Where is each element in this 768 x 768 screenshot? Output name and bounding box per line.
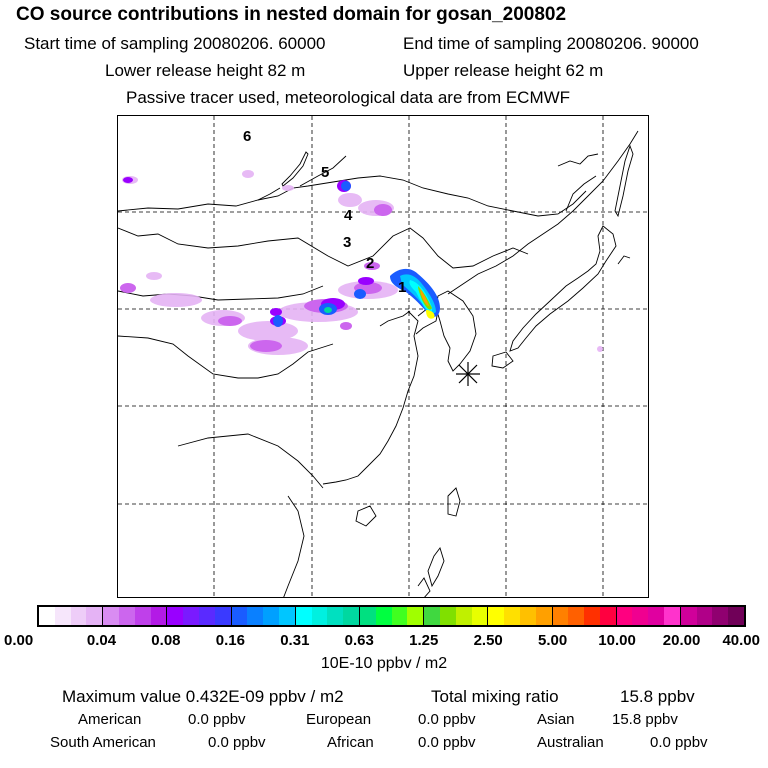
coastline-borders (118, 130, 639, 597)
colorbar-segment (54, 607, 71, 625)
colorbar-segment (247, 607, 264, 625)
colorbar-segment (455, 607, 472, 625)
colorbar-segment (648, 607, 665, 625)
colorbar-segment (407, 607, 425, 625)
concentration-plume (120, 170, 603, 355)
african-value: 0.0 ppbv (418, 734, 476, 751)
total-mixing-value: 15.8 ppbv (620, 687, 695, 706)
colorbar-segment (327, 607, 344, 625)
colorbar-segment (599, 607, 617, 625)
colorbar-segment (183, 607, 199, 625)
colorbar-tick-label: 10.00 (598, 632, 636, 649)
colorbar-segment (439, 607, 456, 625)
colorbar-tick-label: 0.04 (86, 632, 117, 649)
colorbar-segment (86, 607, 104, 625)
colorbar-segment (424, 607, 440, 625)
colorbar-segment (696, 607, 713, 625)
colorbar-segment (214, 607, 232, 625)
colorbar-segment (231, 607, 248, 625)
asian-value: 15.8 ppbv (612, 711, 678, 728)
colorbar-segment (584, 607, 600, 625)
australian-value: 0.0 ppbv (650, 734, 708, 751)
colorbar-segment (295, 607, 312, 625)
colorbar-segment (167, 607, 184, 625)
south-american-label: South American (50, 734, 156, 751)
colorbar-segment (632, 607, 649, 625)
end-time-label: End time of sampling 20080206. 90000 (403, 34, 699, 53)
colorbar-tick-label: 0.31 (280, 632, 310, 649)
colorbar-segment (471, 607, 489, 625)
south-american-value: 0.0 ppbv (208, 734, 266, 751)
map-panel: 1 2 3 4 5 6 (117, 115, 649, 598)
colorbar-segment (616, 607, 633, 625)
colorbar-segment (488, 607, 505, 625)
colorbar-tick-label: 0.08 (151, 632, 181, 649)
colorbar-segment (150, 607, 168, 625)
colorbar-tick-label: 20.00 (662, 632, 701, 649)
colorbar-segment (359, 607, 376, 625)
colorbar-tick-label: 0.00 (4, 632, 34, 649)
colorbar-segment (263, 607, 279, 625)
colorbar-segment (568, 607, 585, 625)
tracer-info-label: Passive tracer used, meteorological data… (126, 88, 571, 107)
colorbar-tick-label: 5.00 (538, 632, 568, 649)
european-value: 0.0 ppbv (418, 711, 476, 728)
colorbar-unit: 10E-10 ppbv / m2 (320, 655, 448, 672)
trajectory-label-2: 2 (366, 255, 374, 272)
colorbar-segment (118, 607, 135, 625)
trajectory-label-3: 3 (343, 234, 351, 251)
receptor-asterisk-icon (456, 362, 480, 386)
colorbar-segment (103, 607, 119, 625)
african-label: African (327, 734, 374, 751)
asian-label: Asian (537, 711, 575, 728)
max-value-label: Maximum value 0.432E-09 ppbv / m2 (62, 687, 344, 706)
trajectory-label-1: 1 (398, 279, 406, 296)
colorbar-segment (519, 607, 536, 625)
colorbar-tick-label: 0.16 (215, 632, 245, 649)
australian-label: Australian (537, 734, 604, 751)
colorbar-segment (134, 607, 151, 625)
trajectory-label-5: 5 (321, 164, 329, 181)
start-time-label: Start time of sampling 20080206. 60000 (24, 34, 326, 53)
colorbar-tick-label: 40.00 (722, 632, 760, 649)
colorbar-segment (552, 607, 569, 625)
colorbar-segment (70, 607, 87, 625)
colorbar-segment (278, 607, 296, 625)
trajectory-labels: 1 2 3 4 5 6 (243, 128, 406, 296)
colorbar-segment (535, 607, 553, 625)
colorbar (37, 605, 746, 627)
trajectory-label-4: 4 (344, 207, 353, 224)
american-value: 0.0 ppbv (188, 711, 246, 728)
colorbar-segment (712, 607, 729, 625)
plot-title: CO source contributions in nested domain… (16, 4, 567, 25)
colorbar-segment (728, 607, 745, 625)
colorbar-segment (311, 607, 328, 625)
colorbar-tick-label: 1.25 (409, 632, 439, 649)
colorbar-segment (391, 607, 408, 625)
grid-lines (118, 116, 648, 597)
european-label: European (306, 711, 372, 728)
colorbar-segment (198, 607, 215, 625)
colorbar-segment (39, 607, 55, 625)
colorbar-segment (504, 607, 520, 625)
lower-release-label: Lower release height 82 m (105, 61, 306, 80)
trajectory-label-6: 6 (243, 128, 251, 145)
colorbar-tick-label: 0.63 (344, 632, 374, 649)
colorbar-tick-label: 2.50 (473, 632, 503, 649)
colorbar-segment (664, 607, 681, 625)
colorbar-segment (680, 607, 697, 625)
upper-release-label: Upper release height 62 m (403, 61, 604, 80)
total-mixing-label: Total mixing ratio (431, 687, 559, 706)
colorbar-segment (375, 607, 392, 625)
american-label: American (78, 711, 142, 728)
colorbar-segment (343, 607, 360, 625)
map-canvas: 1 2 3 4 5 6 (118, 116, 648, 597)
